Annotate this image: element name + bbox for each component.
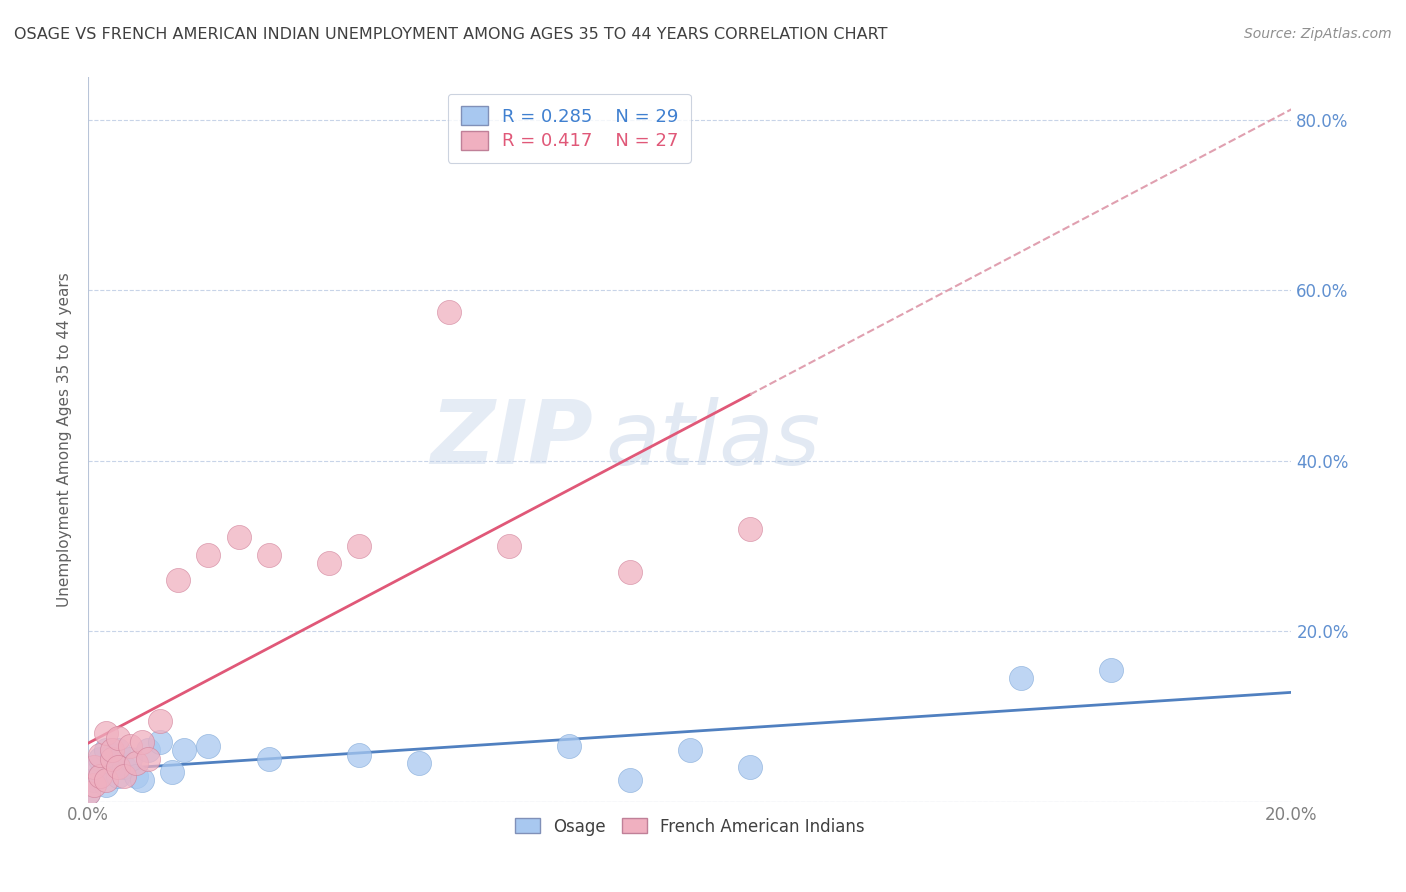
Point: [619, 565, 641, 579]
Point: [112, 769, 135, 783]
Point: [107, 760, 129, 774]
Point: [738, 522, 761, 536]
Point: [107, 731, 129, 745]
Point: [1010, 671, 1032, 685]
Point: [96, 726, 118, 740]
Point: [96, 773, 118, 788]
Point: [77, 786, 100, 800]
Point: [77, 786, 100, 800]
Text: atlas: atlas: [606, 397, 821, 483]
Point: [112, 760, 135, 774]
Point: [89, 769, 111, 783]
Point: [149, 714, 172, 728]
Point: [101, 756, 124, 771]
Legend: Osage, French American Indians: Osage, French American Indians: [506, 809, 873, 844]
Point: [96, 778, 118, 792]
Point: [167, 573, 190, 587]
Point: [89, 747, 111, 762]
Point: [125, 756, 148, 771]
Point: [738, 760, 761, 774]
Point: [228, 531, 250, 545]
Text: OSAGE VS FRENCH AMERICAN INDIAN UNEMPLOYMENT AMONG AGES 35 TO 44 YEARS CORRELATI: OSAGE VS FRENCH AMERICAN INDIAN UNEMPLOY…: [14, 27, 887, 42]
Text: Source: ZipAtlas.com: Source: ZipAtlas.com: [1244, 27, 1392, 41]
Y-axis label: Unemployment Among Ages 35 to 44 years: Unemployment Among Ages 35 to 44 years: [58, 272, 72, 607]
Point: [498, 539, 520, 553]
Point: [120, 739, 142, 754]
Point: [197, 548, 219, 562]
Point: [83, 760, 105, 774]
Point: [89, 769, 111, 783]
Point: [136, 743, 159, 757]
Point: [89, 752, 111, 766]
Point: [619, 773, 641, 788]
Point: [120, 752, 142, 766]
Text: ZIP: ZIP: [430, 396, 593, 483]
Point: [131, 773, 153, 788]
Point: [437, 304, 460, 318]
Point: [197, 739, 219, 754]
Point: [96, 743, 118, 757]
Point: [257, 752, 280, 766]
Point: [136, 752, 159, 766]
Point: [1099, 663, 1122, 677]
Point: [347, 747, 370, 762]
Point: [83, 773, 105, 788]
Point: [107, 769, 129, 783]
Point: [83, 778, 105, 792]
Point: [318, 556, 340, 570]
Point: [131, 735, 153, 749]
Point: [558, 739, 581, 754]
Point: [149, 735, 172, 749]
Point: [83, 760, 105, 774]
Point: [125, 769, 148, 783]
Point: [408, 756, 430, 771]
Point: [107, 743, 129, 757]
Point: [173, 743, 195, 757]
Point: [101, 752, 124, 766]
Point: [162, 764, 184, 779]
Point: [679, 743, 702, 757]
Point: [101, 747, 124, 762]
Point: [101, 743, 124, 757]
Point: [347, 539, 370, 553]
Point: [257, 548, 280, 562]
